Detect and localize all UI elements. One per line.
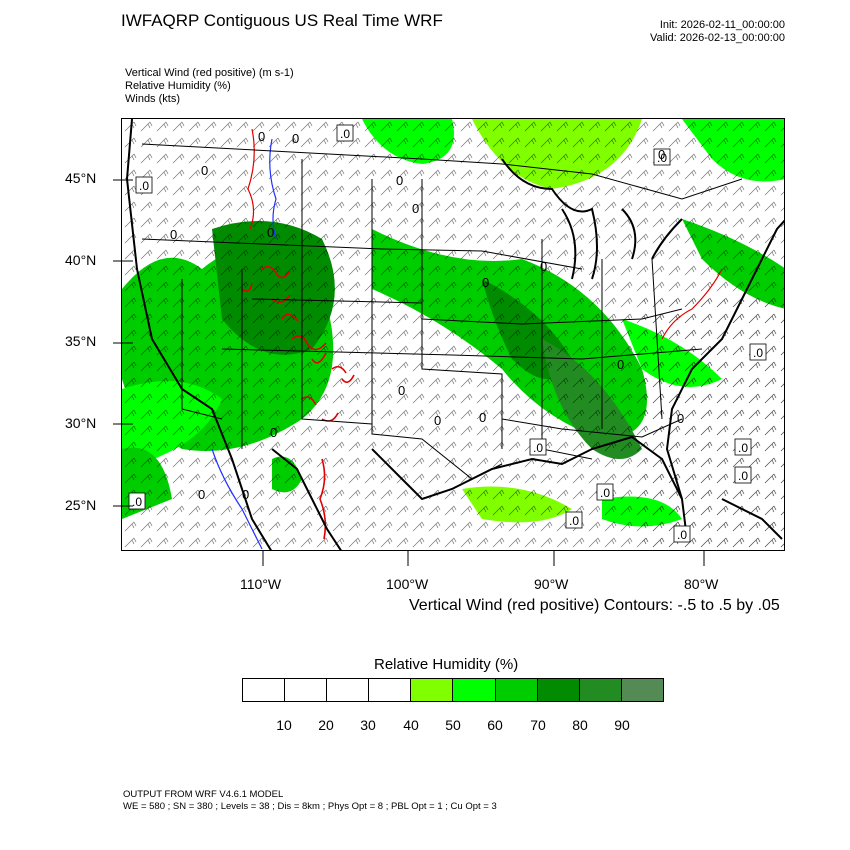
colorbar-box bbox=[369, 679, 412, 701]
contour-label: .0 bbox=[336, 124, 354, 142]
svg-text:.0: .0 bbox=[533, 441, 543, 455]
colorbar-tick-label: 50 bbox=[445, 717, 461, 733]
lon-tick-label: 90°W bbox=[534, 576, 569, 592]
svg-text:.0: .0 bbox=[738, 441, 748, 455]
svg-text:.0: .0 bbox=[738, 469, 748, 483]
contour-label-zero: 0 0 0 0 0 0 0 0 0 0 0 0 0 0 0 0 0 0 bbox=[170, 129, 684, 502]
map-panel: .0 .0 .0 .0 .0 .0 .0 .0 .0 .0 .0 0 0 0 0… bbox=[121, 118, 785, 551]
svg-text:0: 0 bbox=[658, 147, 665, 162]
contour-label: .0 bbox=[734, 438, 752, 456]
colorbar-title: Relative Humidity (%) bbox=[374, 656, 519, 673]
colorbar-tick-label: 20 bbox=[318, 717, 334, 733]
colorbar-tick-label: 70 bbox=[530, 717, 546, 733]
svg-text:.0: .0 bbox=[657, 151, 667, 165]
contour-note: Vertical Wind (red positive) Contours: -… bbox=[409, 597, 780, 614]
svg-text:0: 0 bbox=[479, 410, 486, 425]
colorbar-box bbox=[285, 679, 328, 701]
contour-label: .0 bbox=[653, 148, 671, 166]
colorbar bbox=[242, 678, 664, 702]
coastlines bbox=[125, 119, 784, 550]
colorbar-box bbox=[495, 679, 538, 701]
lat-tick-label: 40°N bbox=[65, 252, 97, 268]
colorbar-tick-label: 90 bbox=[614, 717, 630, 733]
svg-text:.0: .0 bbox=[677, 528, 687, 542]
svg-text:0: 0 bbox=[292, 131, 299, 146]
axis-ticks bbox=[113, 179, 705, 566]
colorbar-tick-label: 30 bbox=[360, 717, 376, 733]
svg-text:0: 0 bbox=[617, 357, 624, 372]
svg-text:.0: .0 bbox=[340, 127, 350, 141]
svg-text:0: 0 bbox=[267, 225, 274, 240]
contour-label: .0 bbox=[673, 525, 691, 543]
svg-text:0: 0 bbox=[170, 227, 177, 242]
svg-text:0: 0 bbox=[198, 487, 205, 502]
model-info-line: WE = 580 ; SN = 380 ; Levels = 38 ; Dis … bbox=[123, 801, 497, 812]
svg-text:0: 0 bbox=[242, 487, 249, 502]
colorbar-box bbox=[327, 679, 370, 701]
colorbar-box bbox=[537, 679, 580, 701]
colorbar-box bbox=[579, 679, 622, 701]
svg-text:.0: .0 bbox=[600, 486, 610, 500]
colorbar-tick-label: 40 bbox=[403, 717, 419, 733]
lon-tick-label: 100°W bbox=[386, 576, 429, 592]
svg-text:.0: .0 bbox=[132, 495, 142, 509]
svg-text:0: 0 bbox=[398, 383, 405, 398]
contour-label: .0 bbox=[135, 176, 153, 194]
lon-tick-label: 110°W bbox=[240, 576, 282, 592]
svg-text:0: 0 bbox=[540, 259, 547, 274]
colorbar-box bbox=[621, 679, 663, 701]
contour-label-group: .0 .0 .0 .0 .0 .0 .0 .0 .0 .0 .0 0 0 0 0… bbox=[128, 124, 767, 543]
map-canvas: .0 .0 .0 .0 .0 .0 .0 .0 .0 .0 .0 0 0 0 0… bbox=[122, 119, 784, 550]
svg-text:.0: .0 bbox=[139, 179, 149, 193]
lat-tick-label: 45°N bbox=[65, 170, 97, 186]
field-vertical-wind: Vertical Wind (red positive) (m s-1) bbox=[125, 67, 294, 79]
model-info: OUTPUT FROM WRF V4.6.1 MODEL WE = 580 ; … bbox=[123, 789, 497, 813]
forecast-times: Init: 2026-02-11_00:00:00 Valid: 2026-02… bbox=[650, 19, 785, 45]
lat-tick-label: 30°N bbox=[65, 415, 97, 431]
init-time: Init: 2026-02-11_00:00:00 bbox=[659, 19, 785, 31]
svg-text:0: 0 bbox=[482, 275, 489, 290]
contour-label: .0 bbox=[565, 511, 583, 529]
svg-text:0: 0 bbox=[396, 173, 403, 188]
contour-label: .0 bbox=[734, 466, 752, 484]
colorbar-box bbox=[411, 679, 454, 701]
svg-text:.0: .0 bbox=[569, 514, 579, 528]
model-info-line: OUTPUT FROM WRF V4.6.1 MODEL bbox=[123, 789, 284, 800]
contour-label: .0 bbox=[749, 343, 767, 361]
contour-label: .0 bbox=[596, 483, 614, 501]
lat-tick-label: 35°N bbox=[65, 333, 97, 349]
colorbar-tick-label: 10 bbox=[276, 717, 292, 733]
svg-text:.0: .0 bbox=[753, 346, 763, 360]
colorbar-tick-label: 60 bbox=[487, 717, 503, 733]
lon-tick-label: 80°W bbox=[684, 576, 719, 592]
svg-text:0: 0 bbox=[201, 163, 208, 178]
contour-label: .0 bbox=[529, 438, 547, 456]
valid-time: Valid: 2026-02-13_00:00:00 bbox=[650, 32, 785, 44]
svg-text:0: 0 bbox=[412, 201, 419, 216]
field-winds: Winds (kts) bbox=[125, 93, 180, 105]
colorbar-tick-label: 80 bbox=[572, 717, 588, 733]
svg-text:0: 0 bbox=[677, 411, 684, 426]
colorbar-box bbox=[243, 679, 286, 701]
field-relative-humidity: Relative Humidity (%) bbox=[125, 80, 231, 92]
colorbar-box bbox=[453, 679, 496, 701]
map-title: IWFAQRP Contiguous US Real Time WRF bbox=[121, 11, 443, 30]
vertical-wind-contours bbox=[211, 128, 723, 550]
svg-text:0: 0 bbox=[258, 129, 265, 144]
contour-label: .0 bbox=[128, 492, 146, 510]
svg-text:0: 0 bbox=[434, 413, 441, 428]
svg-text:0: 0 bbox=[270, 425, 277, 440]
field-list: Vertical Wind (red positive) (m s-1) Rel… bbox=[125, 67, 294, 106]
lat-tick-label: 25°N bbox=[65, 497, 97, 513]
